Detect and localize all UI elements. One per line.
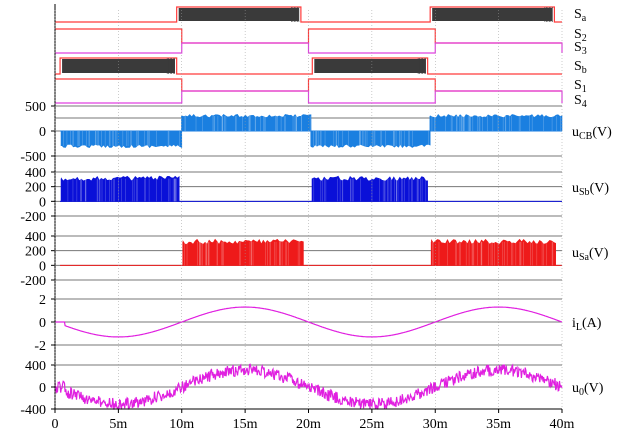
pwm-block — [62, 59, 175, 73]
signal-label-S2: S2 — [574, 27, 587, 44]
y-tick-label: 0 — [39, 259, 46, 274]
x-tick-label: 0 — [52, 417, 59, 432]
y-tick-label: -2 — [34, 339, 46, 354]
waveform-segment — [60, 130, 183, 149]
waveform-fill — [182, 238, 304, 266]
x-tick-label: 35m — [486, 417, 511, 432]
y-tick-label: 400 — [25, 230, 46, 245]
signal-label-Sa: Sa — [574, 7, 587, 24]
signal-label-S1: S1 — [574, 78, 587, 95]
y-tick-label: 2 — [39, 293, 46, 308]
x-tick-label: 20m — [296, 417, 321, 432]
y-tick-label: 200 — [25, 245, 46, 260]
y-tick-label: 400 — [25, 359, 46, 374]
x-tick-label: 40m — [550, 417, 575, 432]
x-tick-label: 10m — [169, 417, 194, 432]
waveform-segment — [181, 113, 312, 132]
signal-Sb — [55, 57, 562, 75]
panel-label-iL: iL(A) — [572, 316, 602, 333]
y-tick-label: 0 — [39, 125, 46, 140]
y-tick-label: 0 — [39, 316, 46, 331]
waveform-fill — [310, 130, 431, 148]
waveform-fill — [181, 113, 312, 132]
signal-label-Sb: Sb — [574, 59, 587, 76]
waveform-fill — [431, 238, 557, 266]
pwm-block — [432, 8, 553, 21]
panel-label-uSb: uSb(V) — [572, 181, 609, 198]
signal-label-S4: S4 — [574, 93, 587, 110]
x-tick-label: 30m — [423, 417, 448, 432]
signal-label-S3: S3 — [574, 40, 587, 57]
panel-label-uCB: uCB(V) — [572, 125, 612, 142]
waveform-segment — [60, 175, 180, 202]
waveform-segment — [430, 238, 557, 266]
y-tick-label: 500 — [25, 100, 46, 115]
y-tick-label: 0 — [39, 381, 46, 396]
waveform-fill — [60, 175, 180, 202]
panel-label-u0: u0(V) — [572, 381, 604, 398]
signal-Sa — [55, 6, 562, 23]
y-tick-label: -400 — [20, 403, 46, 418]
panel-label-uSa: uSa(V) — [572, 246, 609, 263]
plot-area: SaS2S3SbS1S45000-500uCB(V)4002000-200uSb… — [20, 4, 612, 418]
waveform-fill — [60, 130, 183, 149]
waveform-fill — [429, 114, 563, 132]
y-tick-label: -200 — [20, 210, 46, 225]
waveform-segment — [311, 175, 428, 202]
x-tick-label: 15m — [233, 417, 258, 432]
pwm-block — [178, 8, 299, 21]
y-tick-label: 400 — [25, 166, 46, 181]
y-tick-label: -200 — [20, 274, 46, 289]
x-tick-label: 5m — [109, 417, 127, 432]
x-axis: 0 5m 10m 15m 20m 25m 30m 35m 40m — [52, 10, 575, 432]
signal-trace — [55, 6, 562, 23]
panel-uCB: 500 0 -500 — [20, 100, 563, 165]
y-tick-label: 0 — [39, 195, 46, 210]
y-tick-label: -500 — [20, 150, 46, 165]
waveform-fill — [311, 175, 428, 202]
y-tick-label: 200 — [25, 181, 46, 196]
waveform-segment — [429, 114, 563, 132]
pwm-block — [314, 59, 426, 73]
x-tick-label: 25m — [359, 417, 384, 432]
waveform-segment — [182, 238, 304, 266]
waveform-segment — [310, 130, 431, 148]
signal-trace — [55, 57, 562, 75]
